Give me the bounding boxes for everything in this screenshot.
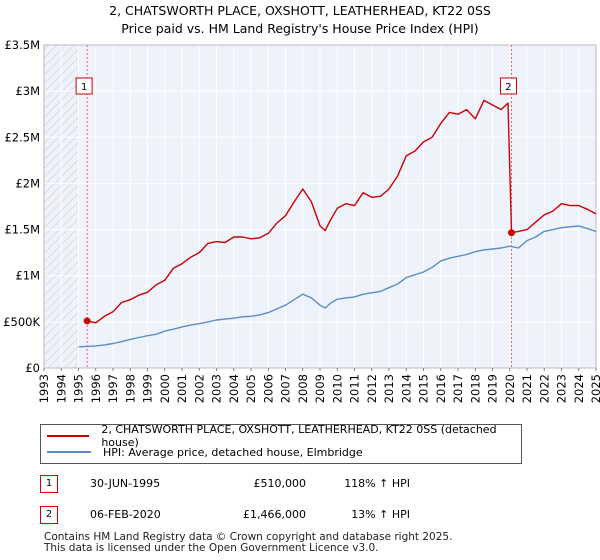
chart-subtitle: Price paid vs. HM Land Registry's House …: [121, 21, 479, 36]
x-tick-label: 2021: [520, 374, 534, 403]
x-tick-label: 2002: [192, 374, 206, 403]
sale-number-label: 2: [505, 82, 511, 93]
chart-legend: 2, CHATSWORTH PLACE, OXSHOTT, LEATHERHEA…: [40, 423, 522, 464]
x-tick-label: 1993: [37, 374, 51, 403]
x-tick-label: 2005: [244, 374, 258, 403]
x-tick-label: 1996: [89, 374, 103, 403]
x-tick-label: 2010: [330, 374, 344, 403]
legend-label-property: 2, CHATSWORTH PLACE, OXSHOTT, LEATHERHEA…: [101, 423, 497, 449]
legend-swatch-hpi: [47, 451, 91, 453]
y-tick-label: £3M: [15, 84, 40, 98]
x-tick-label: 2007: [279, 374, 293, 403]
sale-price: £510,000: [253, 477, 307, 490]
sale-number-box: [499, 77, 517, 95]
x-tick-label: 2024: [572, 374, 586, 403]
x-tick-label: 1995: [72, 374, 86, 403]
sale-point: [507, 229, 515, 237]
x-tick-label: 2011: [348, 374, 362, 403]
y-tick-label: £2.5M: [4, 130, 40, 144]
series-line-hpi: [78, 225, 597, 348]
x-tick-label: 2006: [261, 374, 275, 403]
footer-line-2: This data is licensed under the Open Gov…: [44, 542, 379, 554]
x-tick-label: 2015: [417, 374, 431, 403]
y-tick-label: £0: [25, 361, 40, 375]
x-tick-label: 2008: [296, 374, 310, 403]
sale-date: 30-JUN-1995: [90, 477, 161, 490]
legend-item-hpi: HPI: Average price, detached house, Elmb…: [47, 444, 363, 460]
x-tick-label: 2023: [555, 374, 569, 403]
y-tick-label: £1.5M: [4, 223, 40, 237]
legend-label-hpi: HPI: Average price, detached house, Elmb…: [103, 445, 363, 459]
x-tick-label: 1999: [141, 374, 155, 403]
sale-date: 06-FEB-2020: [90, 508, 161, 521]
chart-title: 2, CHATSWORTH PLACE, OXSHOTT, LEATHERHEA…: [109, 3, 491, 18]
sale-hpi-change: 13% ↑ HPI: [351, 508, 410, 521]
x-tick-label: 2025: [589, 374, 600, 403]
x-tick-label: 2017: [451, 374, 465, 403]
footer-attribution: Contains HM Land Registry data © Crown c…: [44, 532, 452, 554]
sale-badge: 2: [40, 506, 58, 524]
x-tick-label: 1997: [106, 374, 120, 403]
x-tick-label: 2009: [313, 374, 327, 403]
x-tick-label: 2001: [175, 374, 189, 403]
y-tick-label: £1M: [15, 269, 40, 283]
legend-swatch-property: [47, 435, 90, 437]
sale-price: £1,466,000: [243, 508, 306, 521]
x-tick-label: 2018: [468, 374, 482, 403]
y-tick-label: £2M: [15, 176, 40, 190]
x-tick-label: 2020: [503, 374, 517, 403]
x-tick-label: 1994: [54, 374, 68, 403]
sale-number-label: 1: [81, 82, 87, 93]
sale-number-box: [75, 77, 93, 95]
y-tick-label: £500K: [3, 315, 40, 329]
x-tick-label: 1998: [123, 374, 137, 403]
chart-title-block: 2, CHATSWORTH PLACE, OXSHOTT, LEATHERHEA…: [0, 2, 600, 38]
x-tick-label: 2016: [434, 374, 448, 403]
x-tick-label: 2012: [365, 374, 379, 403]
sale-point: [83, 317, 91, 325]
series-line-property: [86, 99, 597, 324]
x-tick-label: 2022: [537, 374, 551, 403]
x-tick-label: 2013: [382, 374, 396, 403]
footer-line-1: Contains HM Land Registry data © Crown c…: [44, 531, 453, 543]
legend-item-property: 2, CHATSWORTH PLACE, OXSHOTT, LEATHERHEA…: [47, 423, 521, 449]
sale-badge: 1: [40, 475, 58, 493]
x-tick-label: 2019: [486, 374, 500, 403]
y-tick-label: £3.5M: [4, 38, 40, 52]
sale-hpi-change: 118% ↑ HPI: [344, 477, 410, 490]
price-chart: £0 £500K £1M £1.5M £2M £2.5M £3M £3.5M 1993 1994 1…: [3, 38, 600, 403]
x-tick-label: 2000: [158, 374, 172, 403]
x-tick-label: 2004: [227, 374, 241, 403]
x-tick-label: 2003: [210, 374, 224, 403]
x-tick-label: 2014: [399, 374, 413, 403]
